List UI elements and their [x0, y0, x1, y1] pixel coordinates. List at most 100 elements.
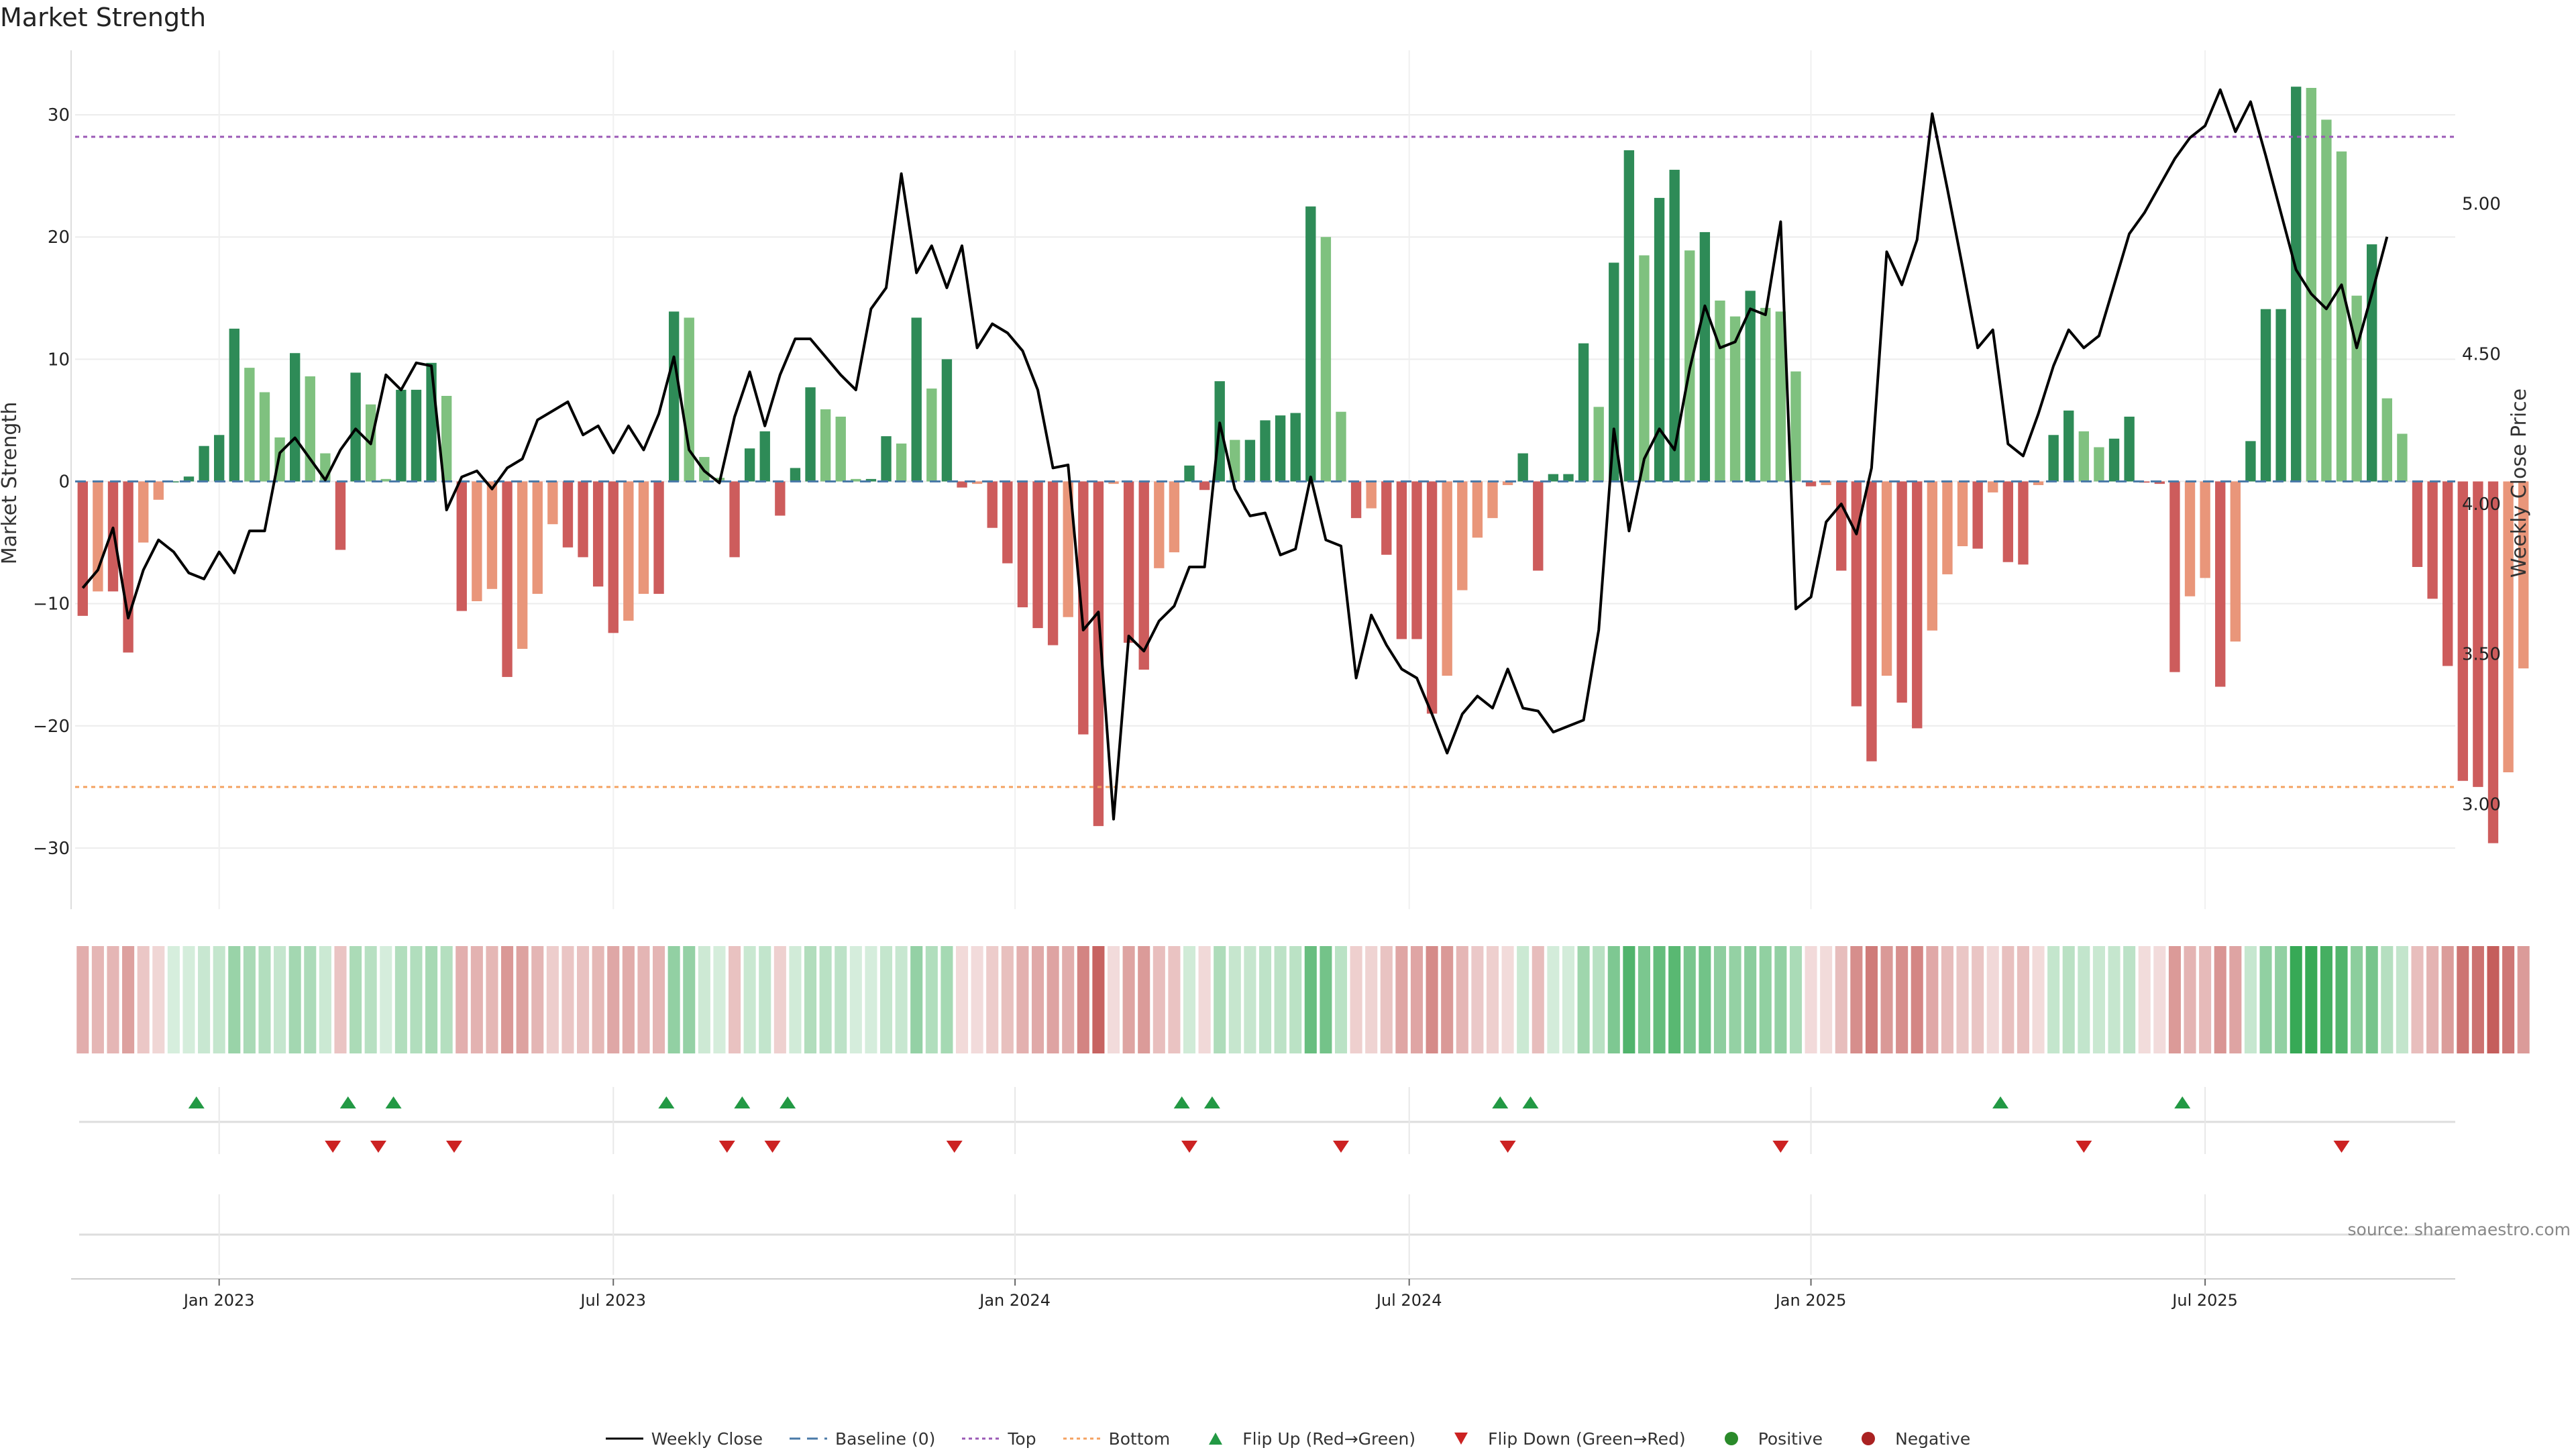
- x-tick-label: Jul 2025: [2171, 1291, 2238, 1310]
- flip-up-marker: [1203, 1096, 1220, 1108]
- flip-down-swatch: [1454, 1433, 1468, 1445]
- strength-bar: [2002, 481, 2014, 562]
- heat-cell: [895, 946, 908, 1053]
- heat-cell: [2471, 946, 2484, 1053]
- strength-bar: [1836, 481, 1847, 571]
- strength-bar: [2473, 481, 2483, 787]
- y2-tick-label: 3.00: [2462, 794, 2501, 815]
- heat-cell: [1896, 946, 1909, 1053]
- strength-bar: [2048, 435, 2059, 482]
- strength-bar: [2108, 438, 2120, 482]
- heat-cell: [1274, 946, 1287, 1053]
- strength-bar: [1093, 481, 1104, 827]
- strength-bar: [1123, 481, 1134, 643]
- strength-bar: [2397, 433, 2408, 482]
- strength-bar: [2381, 398, 2392, 482]
- heat-cell: [274, 946, 286, 1053]
- strength-bar: [1517, 453, 1528, 482]
- strength-bar: [623, 481, 634, 621]
- heat-cell: [243, 946, 256, 1053]
- heat-cell: [1972, 946, 1984, 1053]
- heat-cell: [1850, 946, 1863, 1053]
- heat-cell: [2487, 946, 2500, 1053]
- heat-cell: [1214, 946, 1226, 1053]
- heat-cell: [577, 946, 590, 1053]
- strength-bar: [729, 481, 740, 558]
- heat-cell: [1228, 946, 1241, 1053]
- heat-cell: [2153, 946, 2166, 1053]
- strength-bar: [396, 389, 407, 482]
- strength-bar: [1563, 474, 1574, 482]
- strength-bar: [123, 481, 133, 653]
- strength-bar: [183, 476, 195, 482]
- flip-down-marker: [2076, 1141, 2092, 1153]
- legend-item-top: Top: [962, 1429, 1036, 1449]
- strength-bar: [2457, 481, 2468, 781]
- flip-up-swatch: [1209, 1433, 1223, 1445]
- y-tick-label: −10: [33, 594, 70, 615]
- heat-cell: [1456, 946, 1468, 1053]
- strength-bar: [1320, 237, 1332, 482]
- strength-bar: [1821, 481, 1831, 485]
- strength-bar: [957, 481, 967, 488]
- heat-cell: [2259, 946, 2272, 1053]
- strength-bar: [2078, 431, 2090, 482]
- strength-bar: [1305, 206, 1316, 482]
- strength-heat-strip: [76, 946, 2530, 1053]
- heat-cell: [1911, 946, 1923, 1053]
- strength-bar: [2260, 309, 2271, 482]
- heat-cell: [637, 946, 650, 1053]
- heat-cell: [1244, 946, 1256, 1053]
- heat-cell: [607, 946, 620, 1053]
- flip-up-marker: [734, 1096, 751, 1108]
- strength-bar: [1927, 481, 1938, 631]
- y-tick-label: 20: [48, 227, 70, 248]
- heat-cell: [2092, 946, 2105, 1053]
- heat-cell: [167, 946, 180, 1053]
- strength-bar: [1002, 481, 1013, 564]
- strength-bar: [1336, 411, 1346, 482]
- tick-labels: 30 20 10 0 −10 −20 −30 5.00 4.50 4.00 3.50 3.00 Mark…: [0, 105, 2531, 1310]
- heat-cell: [1258, 946, 1272, 1053]
- strength-bar: [1548, 474, 1559, 482]
- strength-bar: [2487, 481, 2499, 843]
- gridlines: [75, 50, 2455, 909]
- legend-item-baseline: Baseline (0): [790, 1429, 935, 1449]
- heat-cell: [2275, 946, 2288, 1053]
- heat-cell: [2002, 946, 2015, 1053]
- heat-cell: [2244, 946, 2257, 1053]
- strength-bar: [1230, 439, 1240, 482]
- legend-label: Top: [1008, 1429, 1036, 1449]
- heat-cell: [470, 946, 483, 1053]
- heat-cell: [1880, 946, 1893, 1053]
- heat-cell: [2108, 946, 2121, 1053]
- heat-cell: [364, 946, 377, 1053]
- strength-bar: [1487, 481, 1498, 519]
- heat-cell: [1138, 946, 1150, 1053]
- heat-cell: [835, 946, 847, 1053]
- strength-bar: [2321, 119, 2332, 482]
- strength-bar: [2306, 88, 2316, 482]
- heat-cell: [380, 946, 392, 1053]
- heat-cell: [1183, 946, 1196, 1053]
- flip-up-marker: [385, 1096, 402, 1108]
- heat-cell: [759, 946, 771, 1053]
- heat-cell: [1486, 946, 1499, 1053]
- strength-bar: [759, 431, 770, 482]
- flip-down-marker: [370, 1141, 386, 1153]
- strength-bar: [592, 481, 604, 587]
- strength-bar: [744, 448, 755, 482]
- flip-down-marker: [2333, 1141, 2350, 1153]
- heat-cell: [152, 946, 165, 1053]
- strength-bar: [289, 353, 301, 482]
- flip-down-marker: [764, 1141, 781, 1153]
- strength-bar: [426, 362, 437, 482]
- flip-down-marker: [325, 1141, 341, 1153]
- heat-cell: [2214, 946, 2226, 1053]
- strength-bar: [1805, 481, 1817, 486]
- heat-cell: [122, 946, 135, 1053]
- heat-cell: [1638, 946, 1651, 1053]
- heat-cell: [1107, 946, 1120, 1053]
- legend-label: Flip Down (Green→Red): [1488, 1429, 1686, 1449]
- strength-bar: [1533, 481, 1544, 571]
